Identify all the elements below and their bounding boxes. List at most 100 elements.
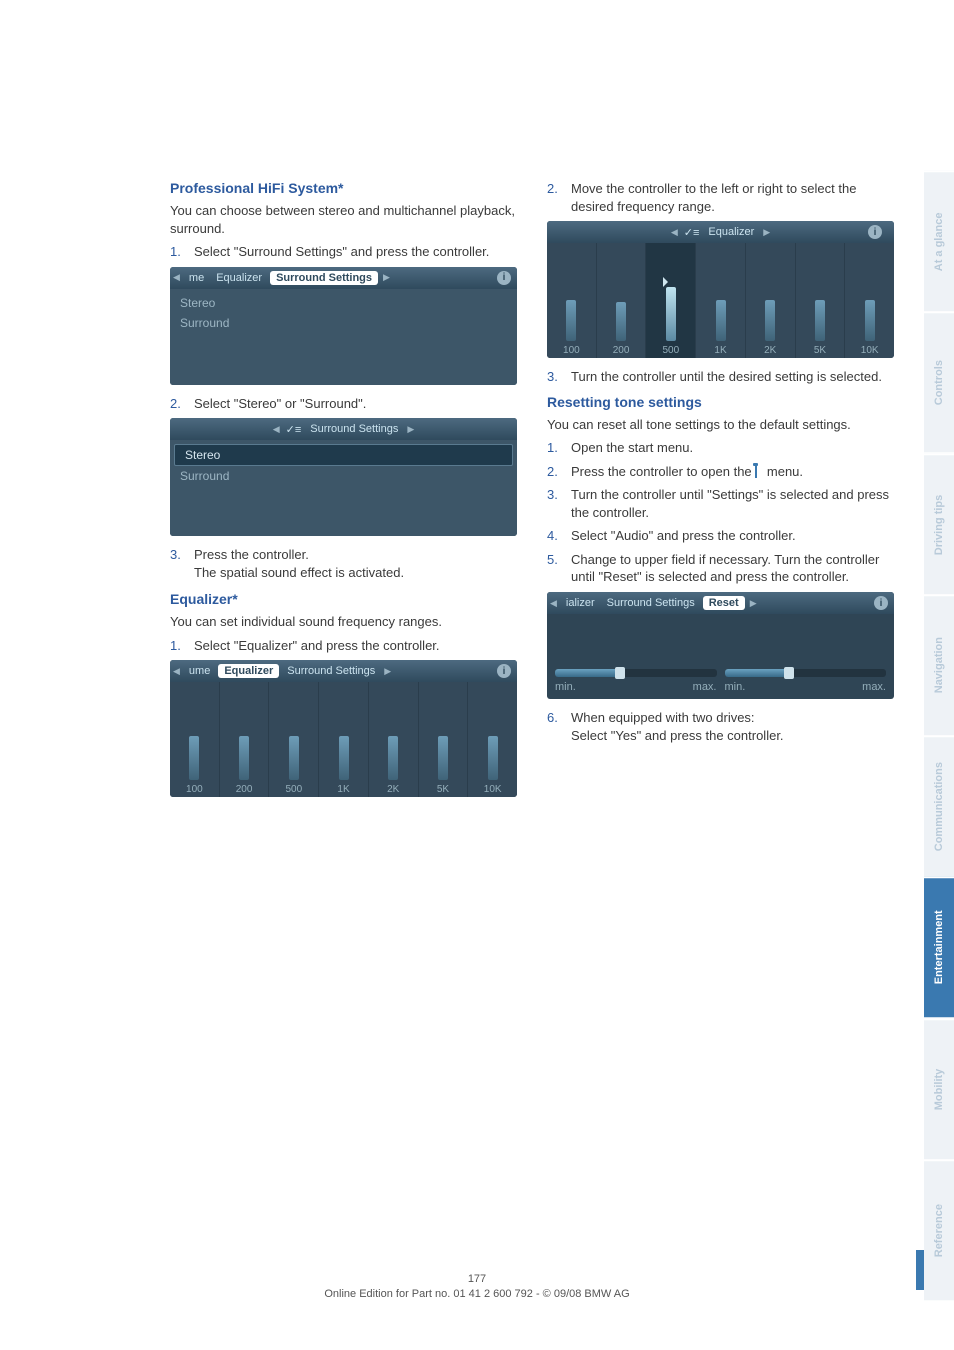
ss1-crumb-me: me: [183, 272, 210, 284]
slider-labels: min. max.: [555, 681, 717, 693]
step-text: Select "Audio" and press the controller.: [571, 527, 796, 545]
arrow-left-icon: ◀: [270, 424, 283, 435]
eq-band-label: 2K: [387, 784, 399, 795]
step-text-wrap: When equipped with two drives: Select "Y…: [571, 709, 784, 744]
page-number: 177: [0, 1273, 954, 1285]
arrow-right-icon: ▶: [747, 598, 760, 609]
side-tab-at-a-glance[interactable]: At a glance: [924, 170, 954, 311]
step-number: 3.: [547, 368, 561, 386]
page-root: Professional HiFi System* You can choose…: [0, 0, 954, 1350]
reset-step6-list: 6. When equipped with two drives: Select…: [547, 709, 894, 744]
ss2-row-surround: Surround: [170, 466, 517, 486]
info-icon: i: [868, 225, 882, 239]
ss2-title: Surround Settings: [304, 423, 404, 435]
side-tab-mobility[interactable]: Mobility: [924, 1018, 954, 1159]
slider-track: [555, 669, 717, 677]
arrow-left-icon: ◀: [170, 272, 183, 283]
ss1-crumb-surround-settings: Surround Settings: [270, 271, 378, 285]
step-text: Select "Surround Settings" and press the…: [194, 243, 489, 261]
side-tab-controls[interactable]: Controls: [924, 311, 954, 452]
arrow-right-icon: ▶: [760, 227, 773, 238]
eq-band-200: 200: [220, 682, 270, 797]
side-tab-strip: At a glanceControlsDriving tipsNavigatio…: [924, 0, 954, 1350]
reset-step-1: 1.Open the start menu.: [547, 439, 894, 457]
eq-step2: 2. Move the controller to the left or ri…: [547, 180, 894, 215]
eq-band-2K: 2K: [369, 682, 419, 797]
ss3-eq-body: 1002005001K2K5K10K: [170, 682, 517, 797]
step-text: Turn the controller until the desired se…: [571, 368, 882, 386]
left-column: Professional HiFi System* You can choose…: [170, 180, 517, 1350]
step-number: 2.: [547, 463, 561, 481]
eq-band-label: 500: [662, 345, 679, 356]
slider-track: [725, 669, 887, 677]
ss5-crumb-ializer: ializer: [560, 597, 601, 609]
step6-line2: Select "Yes" and press the controller.: [571, 728, 784, 743]
reset-step-6: 6. When equipped with two drives: Select…: [547, 709, 894, 744]
reset-steps-list: 1.Open the start menu. 2. Press the contro…: [547, 439, 894, 586]
eq-band-100: 100: [170, 682, 220, 797]
eq-band-5K: 5K: [796, 243, 846, 358]
side-tab-entertainment[interactable]: Entertainment: [924, 876, 954, 1017]
eq-band-label: 100: [186, 784, 203, 795]
step-text: Select "Equalizer" and press the control…: [194, 637, 440, 655]
side-tab-communications[interactable]: Communications: [924, 735, 954, 876]
ss5-breadcrumb-bar: ◀ ializer Surround Settings Reset ▶ i: [547, 592, 894, 614]
arrow-right-icon: ▶: [404, 424, 417, 435]
eq-bar: [438, 736, 448, 780]
eq-band-label: 5K: [437, 784, 449, 795]
equalizer-step-1: 1. Select "Equalizer" and press the cont…: [170, 637, 517, 655]
ss2-row-stereo-selected: Stereo: [174, 444, 513, 466]
arrow-left-icon: ◀: [170, 666, 183, 677]
step-number: 1.: [170, 637, 184, 655]
slider-fill: [725, 669, 790, 677]
equalizer-screenshot-right: ◀ ✓≡ Equalizer ▶ i 1002005001K2K5K10K: [547, 221, 894, 358]
eq-bar: [716, 300, 726, 341]
step-number: 5.: [547, 551, 561, 586]
step-text: Open the start menu.: [571, 439, 693, 457]
eq-bar: [616, 302, 626, 341]
eq-band-label: 1K: [714, 345, 726, 356]
step-text: Turn the controller until "Settings" is …: [571, 486, 894, 521]
eq-band-500: 500: [646, 243, 696, 358]
ss4-eq-body: 1002005001K2K5K10K: [547, 243, 894, 358]
page-marker-strip: [904, 1250, 924, 1290]
page-footer: 177 Online Edition for Part no. 01 41 2 …: [0, 1273, 954, 1300]
side-tab-driving-tips[interactable]: Driving tips: [924, 453, 954, 594]
right-column: 2. Move the controller to the left or ri…: [547, 180, 894, 1350]
audio-settings-icon: ✓≡: [283, 423, 305, 436]
eq-bar: [239, 736, 249, 780]
eq-band-label: 5K: [814, 345, 826, 356]
side-tab-navigation[interactable]: Navigation: [924, 594, 954, 735]
i-menu-icon: [755, 466, 763, 478]
equalizer-screenshot-left: ◀ ume Equalizer Surround Settings ▶ i 10…: [170, 660, 517, 797]
eq-band-500: 500: [269, 682, 319, 797]
step-number: 3.: [170, 546, 184, 581]
eq-bar: [566, 300, 576, 341]
step-number: 2.: [547, 180, 561, 215]
hifi-intro-text: You can choose between stereo and multic…: [170, 202, 517, 237]
reset-sliders-body: min. max. min. max.: [547, 614, 894, 699]
ss5-crumb-surround-settings: Surround Settings: [601, 597, 701, 609]
eq-marker-icon: [663, 277, 668, 287]
step-text-line2: The spatial sound effect is activated.: [194, 565, 404, 580]
equalizer-heading: Equalizer*: [170, 591, 517, 607]
slider-thumb: [615, 667, 625, 679]
step-text: Press the controller to open the menu.: [571, 463, 803, 481]
step-text-wrap: Press the controller. The spatial sound …: [194, 546, 404, 581]
ss1-row-surround: Surround: [170, 313, 517, 333]
ss4-title-bar: ◀ ✓≡ Equalizer ▶ i: [547, 221, 894, 243]
arrow-left-icon: ◀: [668, 227, 681, 238]
step-number: 1.: [170, 243, 184, 261]
eq-band-10K: 10K: [845, 243, 894, 358]
reset-step-4: 4.Select "Audio" and press the controlle…: [547, 527, 894, 545]
eq-band-label: 500: [285, 784, 302, 795]
hifi-system-heading: Professional HiFi System*: [170, 180, 517, 196]
step6-line1: When equipped with two drives:: [571, 710, 755, 725]
eq-band-label: 200: [236, 784, 253, 795]
eq-band-label: 10K: [484, 784, 502, 795]
info-icon: i: [497, 271, 511, 285]
ss2-title-bar: ◀ ✓≡ Surround Settings ▶ i: [170, 418, 517, 440]
ss3-breadcrumb-bar: ◀ ume Equalizer Surround Settings ▶ i: [170, 660, 517, 682]
surround-settings-screenshot-2: ◀ ✓≡ Surround Settings ▶ i Stereo Surrou…: [170, 418, 517, 536]
eq-band-5K: 5K: [419, 682, 469, 797]
